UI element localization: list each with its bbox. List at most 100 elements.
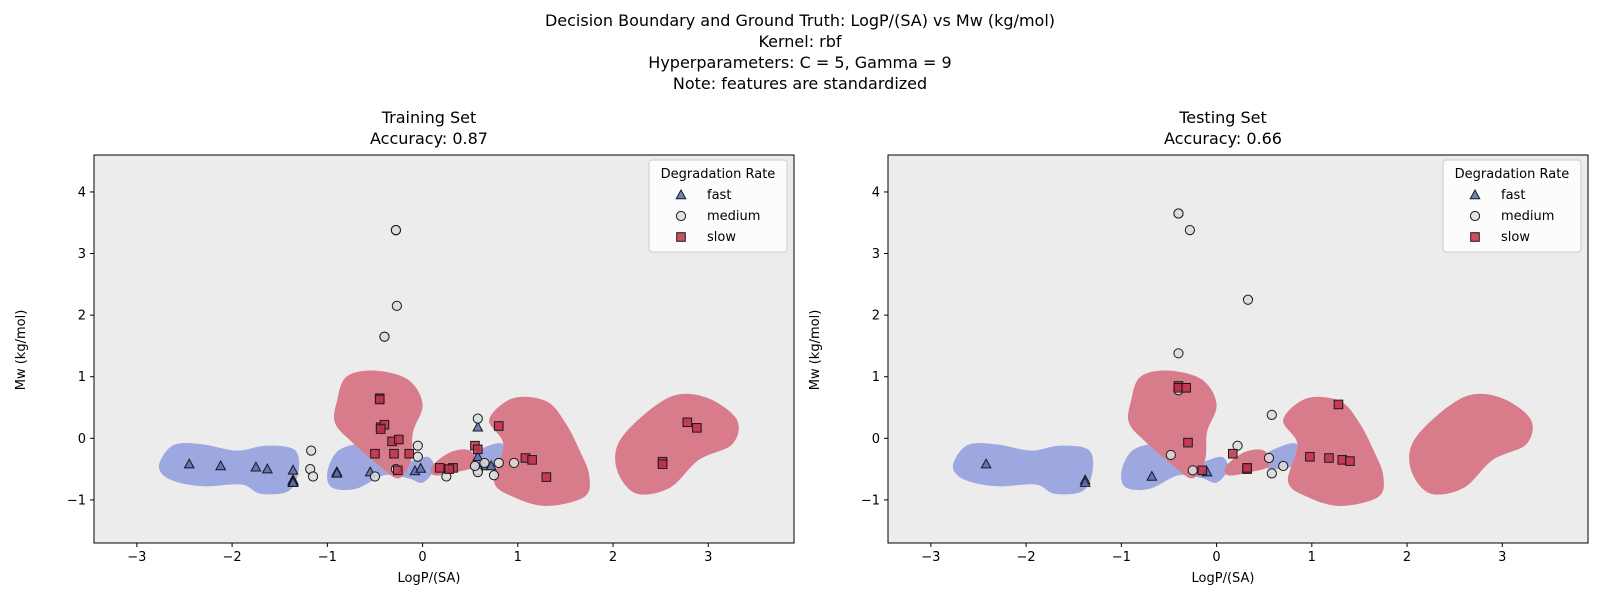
point-medium [488, 470, 500, 481]
point-slow [370, 448, 380, 459]
legend-box [1442, 159, 1582, 253]
region-slow-1 [1127, 370, 1217, 479]
point-fast [331, 467, 343, 478]
legend: Degradation Rate fast medium slow [1442, 159, 1582, 253]
y-tick-label: 0 [78, 432, 86, 447]
point-slow [1197, 465, 1208, 476]
point-fast [261, 463, 273, 474]
x-tick-label: −1 [1112, 550, 1131, 565]
point-medium [1242, 294, 1254, 305]
legend-label-slow: slow [707, 230, 736, 245]
point-medium [1266, 468, 1277, 479]
point-medium [379, 331, 390, 342]
x-tick-label: −1 [318, 550, 337, 565]
y-tick-label: 2 [872, 309, 880, 324]
point-slow [541, 472, 552, 482]
point-slow [1305, 451, 1315, 462]
region-slow-4 [1409, 393, 1533, 495]
x-tick-label: −2 [223, 550, 242, 565]
point-slow [393, 465, 403, 476]
x-tick-label: −3 [127, 550, 146, 565]
y-tick-label: −1 [67, 493, 86, 508]
y-tick-label: 4 [872, 185, 880, 200]
region-slow-4 [615, 393, 739, 495]
region-slow-3 [1283, 396, 1384, 506]
x-tick-label: −2 [1017, 550, 1036, 565]
region-slow-3 [489, 396, 590, 506]
point-slow [1345, 456, 1355, 466]
x-tick-label: 0 [418, 550, 426, 565]
legend-marker-slow [1470, 232, 1480, 242]
point-slow [1183, 437, 1193, 448]
training-panel-accuracy: Accuracy: 0.87 [370, 129, 488, 148]
point-medium [1184, 225, 1196, 236]
suptitle-line-1: Decision Boundary and Ground Truth: LogP… [545, 11, 1055, 30]
point-slow [473, 444, 483, 455]
region-fast-1 [158, 443, 300, 495]
legend-box [648, 159, 788, 253]
legend-marker-medium [1469, 210, 1481, 222]
point-medium [1266, 409, 1277, 420]
region-fast-1 [952, 443, 1094, 495]
x-tick-label: 1 [514, 550, 522, 565]
point-medium [469, 460, 481, 472]
point-slow [657, 459, 668, 469]
testing-set-panel: Testing Set Accuracy: 0.66 LogP/(SA) Mw … [808, 108, 1589, 586]
y-tick-label: 2 [78, 309, 86, 324]
point-medium [508, 457, 520, 469]
axes-frame [887, 154, 1589, 544]
suptitle: Decision Boundary and Ground Truth: LogP… [545, 11, 1055, 93]
x-tick-label: 1 [1308, 550, 1316, 565]
point-fast [472, 421, 484, 432]
point-slow [493, 421, 504, 431]
region-fast-2 [327, 444, 435, 491]
training-x-axis-label: LogP/(SA) [398, 571, 461, 586]
point-medium [1173, 348, 1184, 359]
testing-panel-title: Testing Set [1178, 108, 1267, 127]
point-medium [391, 300, 402, 311]
point-fast [472, 450, 484, 462]
axes-frame [93, 154, 795, 544]
y-tick-label: −1 [861, 493, 880, 508]
point-fast [250, 461, 262, 472]
point-slow [1324, 453, 1334, 463]
y-tick-label: 3 [872, 247, 880, 262]
point-fast [415, 462, 427, 473]
y-tick-label: 1 [872, 370, 880, 385]
suptitle-line-3: Hyperparameters: C = 5, Gamma = 9 [648, 53, 951, 72]
training-panel-title: Training Set [381, 108, 477, 127]
point-fast [1079, 476, 1091, 487]
y-tick-label: 4 [78, 185, 86, 200]
point-fast [1146, 470, 1158, 481]
legend-label-fast: fast [707, 188, 731, 203]
point-slow [444, 464, 455, 474]
y-tick-label: 3 [78, 247, 86, 262]
legend-label-medium: medium [1501, 209, 1554, 224]
point-medium [412, 451, 423, 462]
testing-x-axis-label: LogP/(SA) [1192, 571, 1255, 586]
point-fast [287, 476, 299, 487]
point-fast [183, 458, 195, 469]
point-slow [393, 434, 404, 445]
training-set-panel: Training Set Accuracy: 0.87 LogP/(SA) Mw… [14, 108, 795, 586]
legend-label-slow: slow [1501, 230, 1530, 245]
point-medium [369, 471, 381, 482]
point-slow [1181, 383, 1191, 393]
x-tick-label: −3 [921, 550, 940, 565]
x-tick-label: 2 [609, 550, 617, 565]
point-slow [375, 424, 386, 434]
legend-label-fast: fast [1501, 188, 1525, 203]
legend-title: Degradation Rate [661, 167, 776, 182]
point-medium [1187, 465, 1198, 476]
point-medium [1263, 452, 1275, 464]
point-slow [434, 463, 445, 473]
point-fast [980, 458, 992, 469]
point-slow [682, 417, 693, 428]
legend-marker-medium [675, 210, 687, 222]
point-medium [479, 457, 490, 469]
x-tick-label: 3 [704, 550, 712, 565]
suptitle-line-4: Note: features are standardized [673, 74, 927, 93]
legend-marker-slow [676, 232, 686, 242]
point-slow [374, 394, 385, 405]
